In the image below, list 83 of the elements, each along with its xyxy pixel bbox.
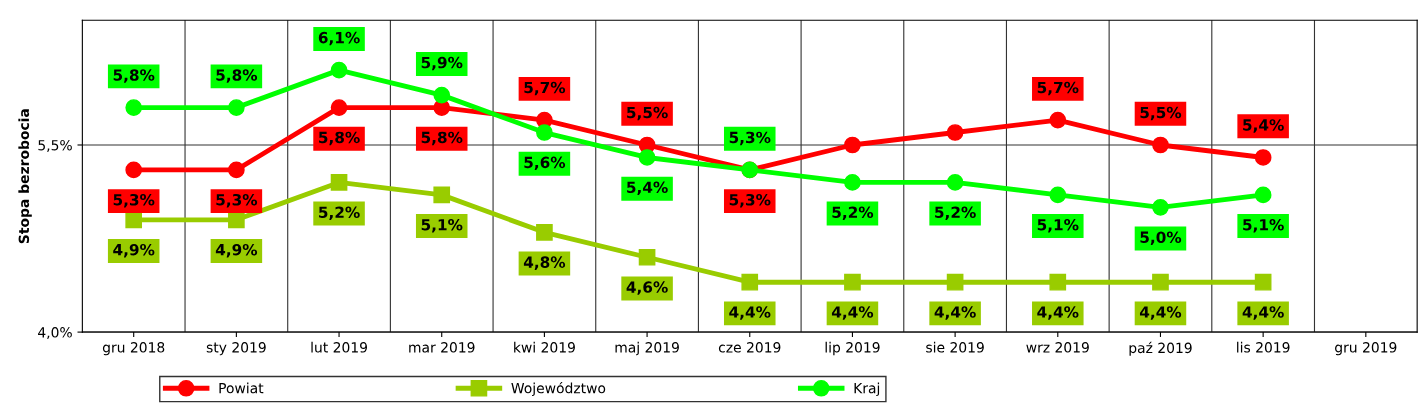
- point: [1152, 136, 1169, 154]
- x-tick-label: lut 2019: [311, 341, 368, 353]
- point: [125, 211, 143, 229]
- data-label: 5,5%: [627, 106, 668, 121]
- point: [1152, 273, 1169, 291]
- point: [844, 136, 861, 154]
- point: [125, 99, 143, 116]
- point: [844, 273, 861, 291]
- point: [536, 124, 553, 141]
- data-label: 5,3%: [729, 131, 771, 146]
- point: [228, 161, 245, 179]
- data-label: 5,2%: [319, 206, 360, 220]
- point: [1254, 186, 1272, 204]
- data-label: 5,8%: [113, 69, 155, 83]
- data-label: 5,8%: [319, 131, 360, 146]
- point: [125, 161, 143, 179]
- data-label: 4,4%: [831, 306, 874, 320]
- y-tick-label: 4,0%: [38, 327, 72, 339]
- data-label: 5,4%: [627, 181, 668, 196]
- data-label: 5,1%: [421, 218, 463, 233]
- data-label: 5,1%: [1037, 218, 1079, 233]
- data-label: 5,7%: [1037, 81, 1079, 96]
- point: [638, 149, 656, 166]
- data-label: 5,6%: [524, 156, 566, 171]
- data-label: 5,2%: [935, 206, 976, 220]
- x-tick-label: sty 2019: [206, 342, 266, 356]
- x-tick-label: kwi 2019: [514, 341, 575, 353]
- point: [1049, 273, 1067, 291]
- data-label: 5,4%: [1243, 119, 1284, 133]
- point: [330, 61, 348, 79]
- data-label: 4,4%: [729, 306, 771, 320]
- data-label: 5,9%: [421, 56, 463, 71]
- point: [433, 86, 451, 104]
- point: [1254, 273, 1272, 291]
- x-tick-label: gru 2018: [102, 342, 165, 356]
- x-tick-label: maj 2019: [615, 341, 679, 356]
- point: [946, 273, 964, 291]
- point: [946, 124, 964, 141]
- x-tick-label: sie 2019: [926, 341, 984, 353]
- x-tick-label: gru 2019: [1335, 342, 1397, 356]
- point: [1049, 111, 1067, 129]
- legend-label: Kraj: [854, 382, 880, 397]
- data-label: 5,3%: [216, 194, 258, 208]
- data-label: 4,9%: [215, 243, 258, 258]
- point: [330, 99, 348, 116]
- data-label: 4,4%: [1242, 306, 1284, 320]
- point: [536, 223, 553, 241]
- data-label: 4,4%: [934, 306, 976, 320]
- data-label: 4,8%: [523, 256, 566, 270]
- point: [741, 273, 759, 291]
- data-label: 5,7%: [524, 81, 566, 96]
- x-tick-label: lip 2019: [825, 341, 880, 356]
- data-label: 4,4%: [1139, 306, 1182, 320]
- y-axis-title: Stopa bezrobocia: [18, 109, 32, 244]
- point: [638, 248, 656, 266]
- data-label: 5,8%: [216, 69, 258, 83]
- data-label: 5,5%: [1140, 106, 1182, 121]
- point: [1152, 199, 1169, 216]
- point: [228, 99, 245, 116]
- data-label: 5,3%: [729, 194, 771, 208]
- data-label: 5,3%: [113, 194, 155, 208]
- data-label: 4,9%: [113, 243, 155, 258]
- point: [228, 211, 245, 229]
- data-label: 4,6%: [626, 281, 668, 295]
- data-label: 5,1%: [1243, 218, 1284, 233]
- point: [946, 174, 964, 191]
- x-tick-label: mar 2019: [409, 342, 475, 353]
- x-tick-label: wrz 2019: [1026, 342, 1089, 353]
- x-tick-label: cze 2019: [718, 342, 781, 353]
- data-label: 5,2%: [832, 206, 874, 220]
- data-label: 5,0%: [1140, 231, 1182, 245]
- point: [330, 174, 348, 191]
- legend-label: Województwo: [511, 382, 606, 397]
- point: [1049, 186, 1067, 204]
- point: [1254, 149, 1272, 166]
- data-label: 6,1%: [318, 31, 360, 46]
- data-label: 4,4%: [1037, 306, 1079, 320]
- x-tick-label: paź 2019: [1129, 341, 1192, 356]
- legend-label: Powiat: [219, 382, 264, 394]
- x-tick-label: lis 2019: [1237, 341, 1290, 353]
- point: [433, 186, 451, 204]
- point: [844, 174, 861, 191]
- data-label: 5,8%: [421, 131, 463, 146]
